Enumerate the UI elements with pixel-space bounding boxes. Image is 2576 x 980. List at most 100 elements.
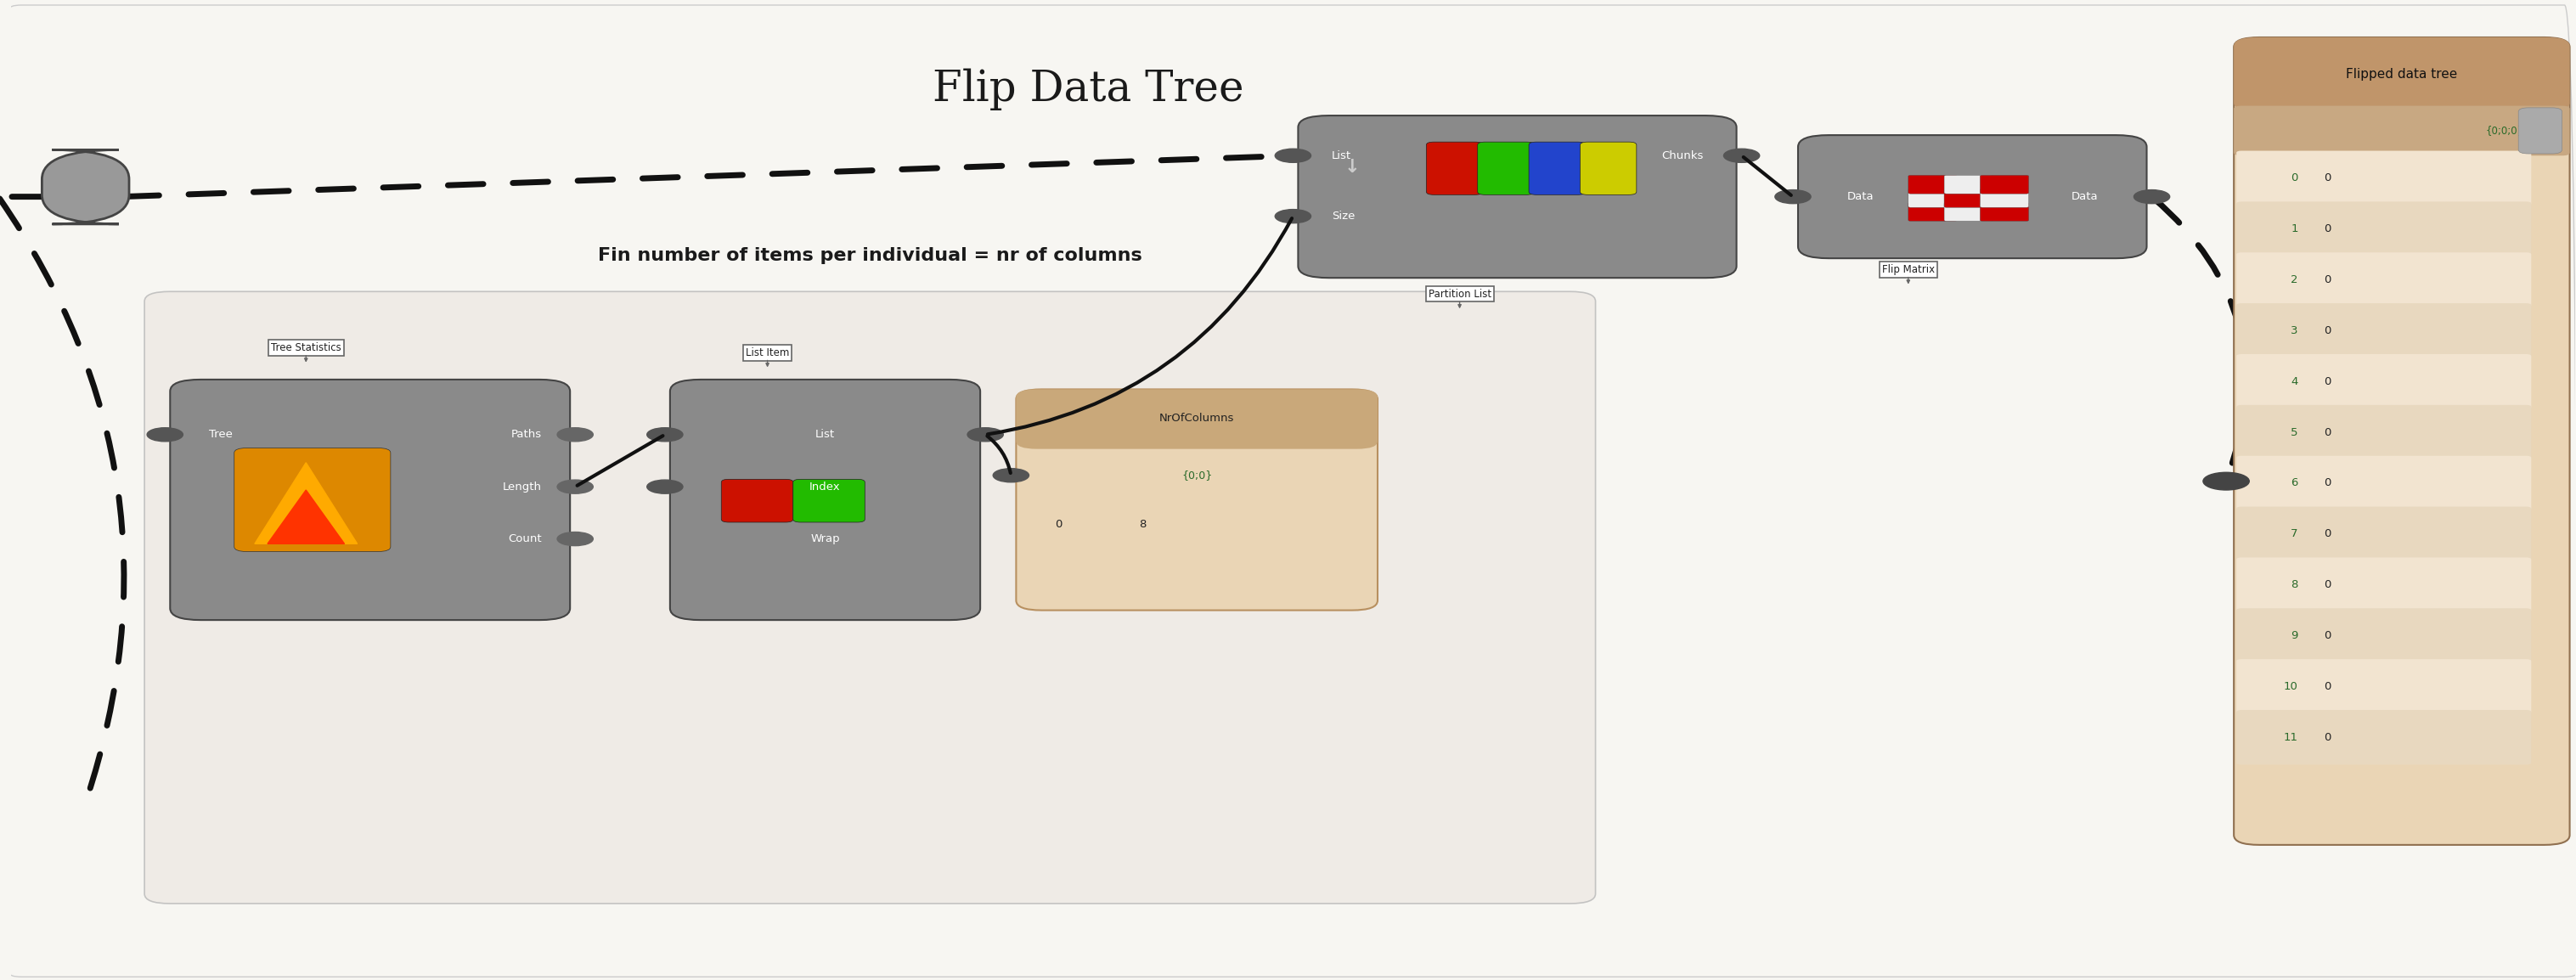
Text: Size: Size: [1332, 211, 1355, 221]
FancyBboxPatch shape: [144, 291, 1595, 904]
Text: 0: 0: [2290, 172, 2298, 183]
Text: {0;0}: {0;0}: [1182, 469, 1213, 481]
Circle shape: [1275, 210, 1311, 223]
FancyBboxPatch shape: [1909, 175, 1958, 194]
Text: 0: 0: [2324, 630, 2331, 641]
Text: Flipped data tree: Flipped data tree: [2347, 69, 2458, 81]
Text: List Item: List Item: [744, 347, 788, 358]
Text: 0: 0: [2324, 732, 2331, 743]
Text: {0;0;0}: {0;0;0}: [2486, 125, 2524, 136]
Text: Chunks: Chunks: [1662, 150, 1703, 161]
Text: 0: 0: [2324, 376, 2331, 387]
Text: 3: 3: [2290, 325, 2298, 336]
Text: 10: 10: [2282, 681, 2298, 692]
Text: ↓: ↓: [1345, 159, 1360, 175]
Text: 0: 0: [2324, 528, 2331, 540]
Text: Partition List: Partition List: [1427, 288, 1492, 299]
Text: 1: 1: [2290, 223, 2298, 234]
FancyBboxPatch shape: [2233, 106, 2571, 156]
FancyBboxPatch shape: [2236, 405, 2532, 460]
FancyBboxPatch shape: [2236, 303, 2532, 358]
FancyBboxPatch shape: [2519, 108, 2563, 154]
Text: Flip Matrix: Flip Matrix: [1883, 264, 1935, 275]
FancyBboxPatch shape: [1528, 142, 1584, 195]
FancyBboxPatch shape: [41, 150, 129, 224]
FancyBboxPatch shape: [2233, 37, 2571, 112]
Text: 6: 6: [2290, 477, 2298, 489]
FancyBboxPatch shape: [2236, 660, 2532, 713]
FancyBboxPatch shape: [1981, 175, 2030, 194]
Circle shape: [992, 468, 1028, 482]
FancyBboxPatch shape: [1798, 135, 2146, 259]
Text: Fin number of items per individual = nr of columns: Fin number of items per individual = nr …: [598, 247, 1141, 264]
FancyBboxPatch shape: [1981, 189, 2030, 208]
FancyBboxPatch shape: [2236, 507, 2532, 562]
Text: Tree: Tree: [209, 429, 232, 440]
FancyBboxPatch shape: [670, 379, 981, 620]
Text: List: List: [1332, 150, 1350, 161]
Text: 9: 9: [2290, 630, 2298, 641]
Text: Tree Statistics: Tree Statistics: [270, 342, 340, 353]
Text: 0: 0: [2324, 427, 2331, 438]
FancyBboxPatch shape: [1015, 389, 1378, 449]
Circle shape: [556, 427, 592, 441]
Text: Count: Count: [507, 533, 541, 545]
Text: 2: 2: [2290, 274, 2298, 285]
Text: Flip Data Tree: Flip Data Tree: [933, 69, 1244, 110]
Text: NrOfColumns: NrOfColumns: [1159, 414, 1234, 424]
Text: 0: 0: [2324, 579, 2331, 590]
FancyBboxPatch shape: [1981, 203, 2030, 221]
FancyBboxPatch shape: [2236, 354, 2532, 409]
Circle shape: [147, 427, 183, 441]
FancyBboxPatch shape: [1479, 142, 1533, 195]
Circle shape: [1775, 190, 1811, 204]
FancyBboxPatch shape: [234, 448, 392, 552]
Text: Index: Index: [809, 481, 840, 492]
FancyBboxPatch shape: [2236, 151, 2532, 206]
Text: 11: 11: [2282, 732, 2298, 743]
FancyBboxPatch shape: [2236, 456, 2532, 511]
Text: 0: 0: [2324, 477, 2331, 489]
FancyBboxPatch shape: [1579, 142, 1636, 195]
Circle shape: [2202, 472, 2249, 490]
Text: 0: 0: [2324, 325, 2331, 336]
FancyBboxPatch shape: [2236, 609, 2532, 663]
Text: 0: 0: [2324, 681, 2331, 692]
Circle shape: [2133, 190, 2169, 204]
Text: Data: Data: [1847, 191, 1873, 202]
Text: Paths: Paths: [510, 429, 541, 440]
Circle shape: [1723, 149, 1759, 163]
Text: 8: 8: [1139, 518, 1146, 530]
FancyBboxPatch shape: [1427, 142, 1484, 195]
FancyBboxPatch shape: [1909, 203, 1958, 221]
Text: Wrap: Wrap: [811, 533, 840, 545]
Circle shape: [647, 427, 683, 441]
Text: 7: 7: [2290, 528, 2298, 540]
FancyBboxPatch shape: [2236, 558, 2532, 612]
Text: 0: 0: [2324, 274, 2331, 285]
Text: 4: 4: [2290, 376, 2298, 387]
Circle shape: [556, 532, 592, 546]
FancyBboxPatch shape: [2236, 253, 2532, 307]
Text: 0: 0: [2324, 223, 2331, 234]
Text: 0: 0: [1054, 518, 1061, 530]
FancyBboxPatch shape: [2233, 37, 2571, 845]
Text: 0: 0: [2324, 172, 2331, 183]
Polygon shape: [255, 463, 358, 544]
FancyBboxPatch shape: [793, 479, 866, 522]
Text: Data: Data: [2071, 191, 2097, 202]
FancyBboxPatch shape: [721, 479, 793, 522]
Circle shape: [1275, 149, 1311, 163]
FancyBboxPatch shape: [170, 379, 569, 620]
Circle shape: [556, 480, 592, 494]
FancyBboxPatch shape: [1015, 389, 1378, 611]
Circle shape: [647, 480, 683, 494]
Polygon shape: [268, 490, 345, 544]
FancyBboxPatch shape: [1945, 175, 1994, 194]
Text: List: List: [814, 429, 835, 440]
FancyBboxPatch shape: [1945, 189, 1994, 208]
FancyBboxPatch shape: [1298, 116, 1736, 278]
FancyBboxPatch shape: [2236, 710, 2532, 764]
Text: 5: 5: [2290, 427, 2298, 438]
Text: 8: 8: [2290, 579, 2298, 590]
